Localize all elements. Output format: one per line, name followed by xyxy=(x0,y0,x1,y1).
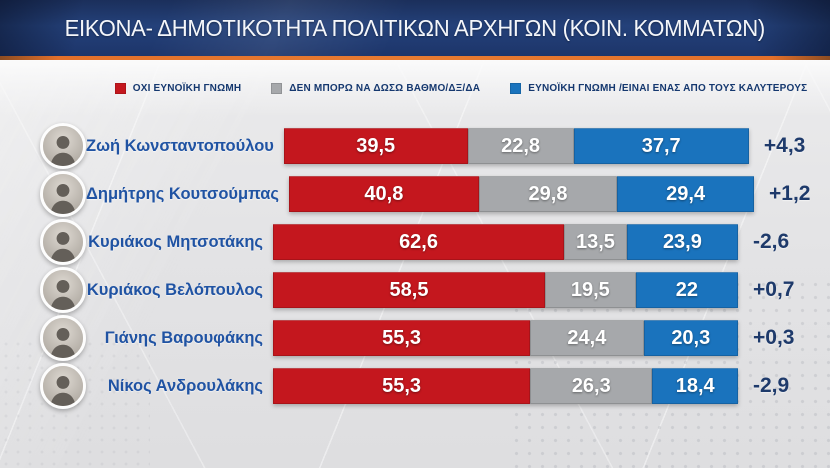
leader-row: Κυριάκος Μητσοτάκης 62,6 13,5 23,9 -2,6 xyxy=(0,218,830,266)
bar-segment-positive: 18,4 xyxy=(652,368,738,404)
page-title: ΕΙΚΟΝΑ- ΔΗΜΟΤΙΚΟΤΗΤΑ ΠΟΛΙΤΙΚΩΝ ΑΡΧΗΓΩΝ (… xyxy=(64,14,766,41)
leader-photo xyxy=(40,267,86,313)
person-silhouette-icon xyxy=(43,318,83,358)
delta-value: +4,3 xyxy=(763,134,806,157)
leader-photo xyxy=(40,363,86,409)
person-silhouette-icon xyxy=(43,366,83,406)
bar-segment-positive: 23,9 xyxy=(626,224,738,260)
bar-segment-negative: 55,3 xyxy=(273,368,531,404)
legend-label: ΟΧΙ ΕΥΝΟΪΚΗ ΓΝΩΜΗ xyxy=(132,82,242,94)
leader-name: Δημήτρης Κουτσούμπας xyxy=(86,184,280,203)
bar-segment-positive: 37,7 xyxy=(573,128,749,164)
leader-name: Κυριάκος Μητσοτάκης xyxy=(88,232,263,251)
leader-name: Γιάνης Βαρουφάκης xyxy=(104,328,263,347)
legend-swatch-negative xyxy=(114,82,126,94)
silver-band xyxy=(0,60,830,116)
leader-name: Κυριάκος Βελόπουλος xyxy=(86,280,263,299)
person-silhouette-icon xyxy=(43,222,83,262)
leader-row: Γιάνης Βαρουφάκης 55,3 24,4 20,3 +0,3 xyxy=(0,314,830,362)
leader-name: Ζωή Κωνσταντοπούλου xyxy=(86,136,274,155)
legend-item: ΕΥΝΟΪΚΗ ΓΝΩΜΗ /ΕΙΝΑΙ ΕΝΑΣ ΑΠΟ ΤΟΥΣ ΚΑΛΥΤ… xyxy=(510,82,808,94)
delta-value: +0,3 xyxy=(753,326,795,349)
bar-segment-negative: 55,3 xyxy=(273,320,531,356)
legend: ΟΧΙ ΕΥΝΟΪΚΗ ΓΝΩΜΗ ΔΕΝ ΜΠΟΡΩ ΝΑ ΔΩΣΩ ΒΑΘΜ… xyxy=(46,80,830,96)
leader-row: Δημήτρης Κουτσούμπας 40,8 29,8 29,4 +1,2 xyxy=(0,170,830,218)
person-silhouette-icon xyxy=(43,126,83,166)
leader-row: Νίκος Ανδρουλάκης 55,3 26,3 18,4 -2,9 xyxy=(0,362,830,410)
stacked-bar: 55,3 26,3 18,4 xyxy=(273,368,738,404)
leader-rows: Ζωή Κωνσταντοπούλου 39,5 22,8 37,7 +4,3 xyxy=(0,122,830,410)
delta-value: +1,2 xyxy=(769,182,811,205)
bar-segment-positive: 29,4 xyxy=(617,176,754,212)
header-bar: ΕΙΚΟΝΑ- ΔΗΜΟΤΙΚΟΤΗΤΑ ΠΟΛΙΤΙΚΩΝ ΑΡΧΗΓΩΝ (… xyxy=(0,0,830,56)
delta-value: -2,9 xyxy=(753,374,790,397)
legend-item: ΔΕΝ ΜΠΟΡΩ ΝΑ ΔΩΣΩ ΒΑΘΜΟ/ΔΞ/ΔΑ xyxy=(271,82,481,94)
leader-photo xyxy=(40,219,86,265)
stacked-bar: 55,3 24,4 20,3 xyxy=(273,320,738,356)
bar-segment-neutral: 26,3 xyxy=(530,368,653,404)
bar-segment-positive: 22 xyxy=(635,272,738,308)
legend-label: ΕΥΝΟΪΚΗ ΓΝΩΜΗ /ΕΙΝΑΙ ΕΝΑΣ ΑΠΟ ΤΟΥΣ ΚΑΛΥΤ… xyxy=(528,82,808,94)
bar-segment-neutral: 13,5 xyxy=(564,224,627,260)
bar-segment-neutral: 24,4 xyxy=(530,320,644,356)
person-silhouette-icon xyxy=(43,270,83,310)
bar-segment-negative: 58,5 xyxy=(273,272,546,308)
leader-name: Νίκος Ανδρουλάκης xyxy=(107,376,263,395)
stacked-bar: 58,5 19,5 22 xyxy=(273,272,738,308)
leader-photo xyxy=(40,315,86,361)
legend-label: ΔΕΝ ΜΠΟΡΩ ΝΑ ΔΩΣΩ ΒΑΘΜΟ/ΔΞ/ΔΑ xyxy=(289,82,481,94)
bar-segment-negative: 39,5 xyxy=(283,128,468,164)
bar-segment-negative: 40,8 xyxy=(289,176,479,212)
bar-segment-positive: 20,3 xyxy=(643,320,738,356)
delta-value: -2,6 xyxy=(753,230,790,253)
bar-segment-neutral: 19,5 xyxy=(545,272,636,308)
delta-value: +0,7 xyxy=(753,278,795,301)
leader-row: Κυριάκος Βελόπουλος 58,5 19,5 22 +0,7 xyxy=(0,266,830,314)
legend-swatch-neutral xyxy=(271,82,283,94)
legend-item: ΟΧΙ ΕΥΝΟΪΚΗ ΓΝΩΜΗ xyxy=(114,82,242,94)
stacked-bar: 40,8 29,8 29,4 xyxy=(289,176,754,212)
person-silhouette-icon xyxy=(43,174,83,214)
stacked-bar: 62,6 13,5 23,9 xyxy=(273,224,738,260)
leader-photo xyxy=(40,123,86,169)
leader-row: Ζωή Κωνσταντοπούλου 39,5 22,8 37,7 +4,3 xyxy=(0,122,830,170)
bar-segment-neutral: 29,8 xyxy=(478,176,618,212)
leader-photo xyxy=(40,171,86,217)
stacked-bar: 39,5 22,8 37,7 xyxy=(283,128,749,164)
bar-segment-neutral: 22,8 xyxy=(467,128,574,164)
bar-segment-negative: 62,6 xyxy=(273,224,565,260)
legend-swatch-positive xyxy=(510,82,522,94)
orange-divider xyxy=(0,56,830,60)
